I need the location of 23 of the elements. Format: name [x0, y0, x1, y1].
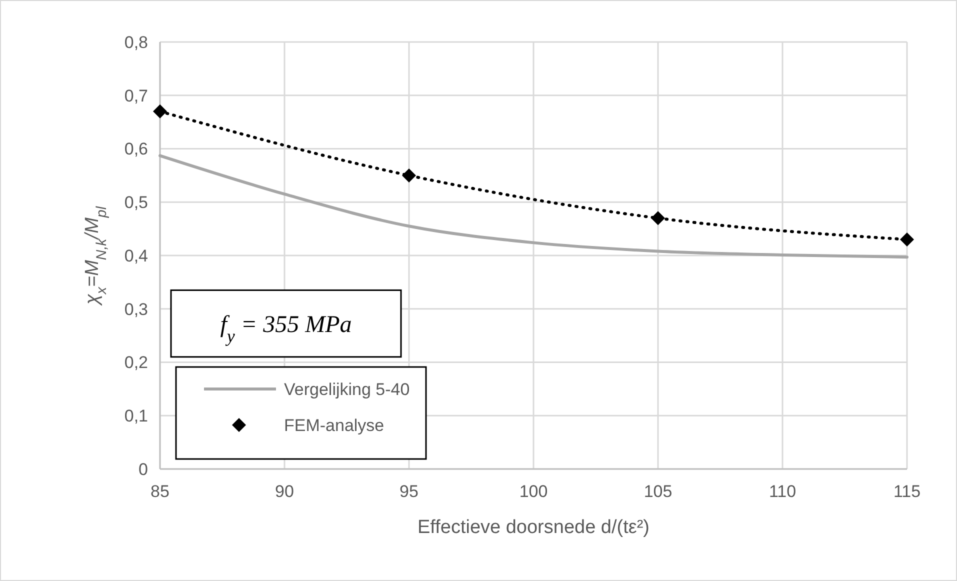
- point: [900, 232, 914, 246]
- y-tick-label: 0,5: [124, 193, 148, 212]
- x-tick-label: 115: [893, 482, 921, 501]
- y-tick-label: 0,2: [124, 353, 148, 372]
- y-tick-label: 0,8: [124, 32, 148, 52]
- y-tick-label: 0,7: [124, 86, 148, 106]
- x-tick-label: 90: [275, 482, 294, 501]
- y-tick-label: 0: [138, 460, 148, 479]
- y-tick-label: 0,6: [124, 140, 148, 159]
- annotation: f$_{y}$ = 355 MPa: [220, 312, 352, 346]
- y-tick-label: 0,4: [124, 246, 148, 266]
- text-box: f$_{y}$ = 355 MPa: [170, 289, 402, 358]
- y-tick-label: 0,1: [124, 406, 148, 426]
- x-axis-title: Effectieve doorsnede d/(tε²): [417, 517, 650, 538]
- x-tick-label: 100: [519, 482, 548, 501]
- x-tick-label: 110: [768, 482, 796, 501]
- x-tick-label: 95: [400, 482, 418, 501]
- x-tick-label: 105: [644, 482, 672, 501]
- y-tick-label: 0,3: [124, 300, 148, 319]
- legend-label: Vergelijking 5-40: [284, 380, 410, 399]
- line-series: [158, 154, 908, 259]
- legend-label: FEM-analyse: [284, 416, 384, 435]
- x-tick-label: 85: [150, 482, 170, 501]
